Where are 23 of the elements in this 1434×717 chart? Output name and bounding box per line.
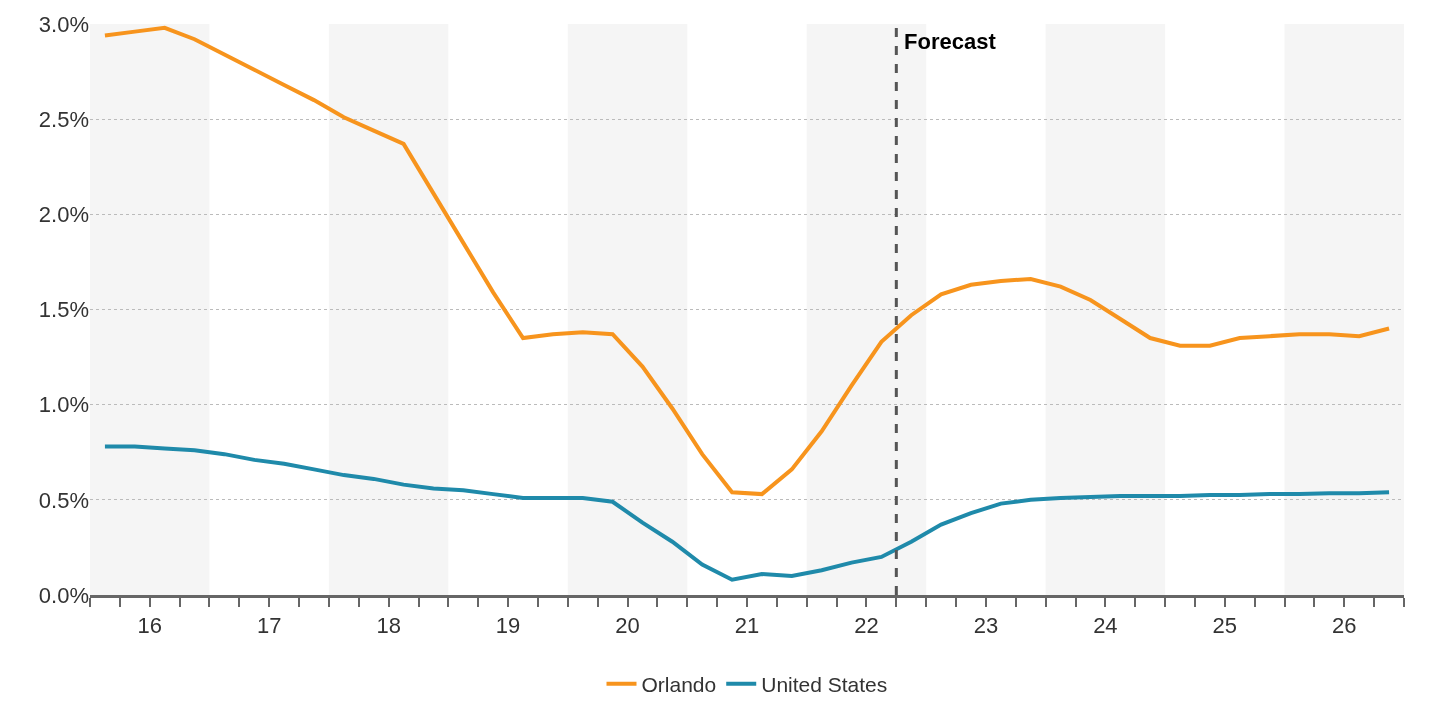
x-tick-label: 26 [1332, 613, 1357, 639]
legend-label: United States [761, 672, 888, 696]
x-tick-label: 22 [854, 613, 879, 639]
x-tick-label: 17 [256, 613, 282, 639]
legend-label: Orlando [641, 672, 717, 696]
y-tick-label: 0.0% [38, 582, 89, 608]
x-tick-label: 16 [137, 613, 162, 639]
x-tick-label: 23 [973, 613, 999, 639]
x-tick-label: 21 [734, 613, 760, 639]
y-tick-label: 2.5% [38, 106, 89, 132]
x-tick-label: 25 [1212, 613, 1238, 639]
y-tick-label: 1.5% [38, 297, 89, 323]
y-tick-label: 2.0% [38, 202, 89, 228]
x-tick-label: 20 [615, 613, 640, 639]
y-tick-label: 3.0% [38, 11, 89, 37]
x-tick-label: 19 [495, 613, 521, 639]
line-series [102, 444, 1392, 582]
x-tick-label: 24 [1093, 613, 1118, 639]
x-tick-label: 18 [376, 613, 401, 639]
y-tick-label: 0.5% [38, 487, 89, 513]
line-series [102, 25, 1392, 497]
y-tick-label: 1.0% [38, 392, 89, 418]
ref-line-label: Forecast [904, 29, 997, 54]
